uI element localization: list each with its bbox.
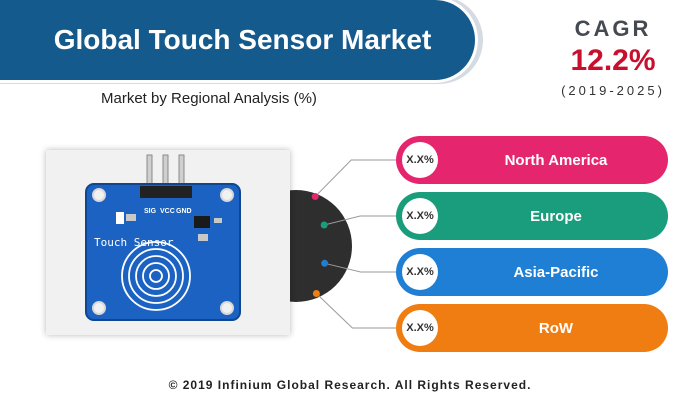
page-title: Global Touch Sensor Market bbox=[53, 24, 432, 55]
cagr-panel: CAGR 12.2% (2019-2025) bbox=[548, 16, 678, 100]
touch-pad bbox=[121, 241, 191, 311]
connector-line bbox=[314, 159, 400, 197]
cagr-period: (2019-2025) bbox=[561, 83, 665, 98]
connector-dot bbox=[312, 289, 320, 297]
connector-dot bbox=[321, 259, 329, 267]
cagr-value: 12.2% bbox=[570, 44, 656, 77]
cagr-label: CAGR bbox=[574, 16, 652, 41]
pin-header bbox=[140, 186, 192, 198]
region-row: X.X% Europe bbox=[396, 192, 668, 240]
title-banner bbox=[0, 0, 475, 80]
capacitor-component bbox=[214, 218, 222, 223]
resistor-component bbox=[126, 214, 136, 221]
region-name: Asia-Pacific bbox=[513, 263, 599, 281]
touch-sensor-image: SIG VCC GND Touch Sensor bbox=[46, 150, 290, 335]
chart-subtitle: Market by Regional Analysis (%) bbox=[101, 90, 317, 107]
connector-line bbox=[324, 215, 400, 226]
region-share-value: X.X% bbox=[402, 142, 438, 178]
touch-sensor-board-illustration: SIG VCC GND Touch Sensor bbox=[85, 154, 241, 321]
region-name: North America bbox=[504, 151, 608, 169]
chip-component bbox=[194, 216, 210, 228]
mounting-hole bbox=[220, 188, 234, 202]
connector-line bbox=[324, 262, 400, 273]
region-share-value: X.X% bbox=[402, 310, 438, 346]
mounting-hole bbox=[92, 188, 106, 202]
connector-dot bbox=[320, 221, 328, 229]
pin-label: VCC bbox=[160, 208, 175, 215]
region-row: X.X% Asia-Pacific bbox=[396, 248, 668, 296]
mounting-hole bbox=[220, 301, 234, 315]
connector-dot bbox=[311, 193, 319, 201]
region-row: X.X% North America bbox=[396, 136, 668, 184]
region-row: X.X% RoW bbox=[396, 304, 668, 352]
copyright-footer: © 2019 Infinium Global Research. All Rig… bbox=[168, 378, 532, 392]
mounting-hole bbox=[92, 301, 106, 315]
pin-label: SIG bbox=[144, 208, 157, 215]
pin-label: GND bbox=[176, 208, 192, 215]
board-text: Touch Sensor bbox=[94, 236, 174, 249]
region-share-value: X.X% bbox=[402, 198, 438, 234]
led-component bbox=[116, 212, 124, 224]
connector-line bbox=[316, 293, 400, 329]
capacitor-component bbox=[198, 234, 208, 241]
region-share-value: X.X% bbox=[402, 254, 438, 290]
region-name: RoW bbox=[538, 319, 574, 337]
region-name: Europe bbox=[530, 207, 582, 225]
